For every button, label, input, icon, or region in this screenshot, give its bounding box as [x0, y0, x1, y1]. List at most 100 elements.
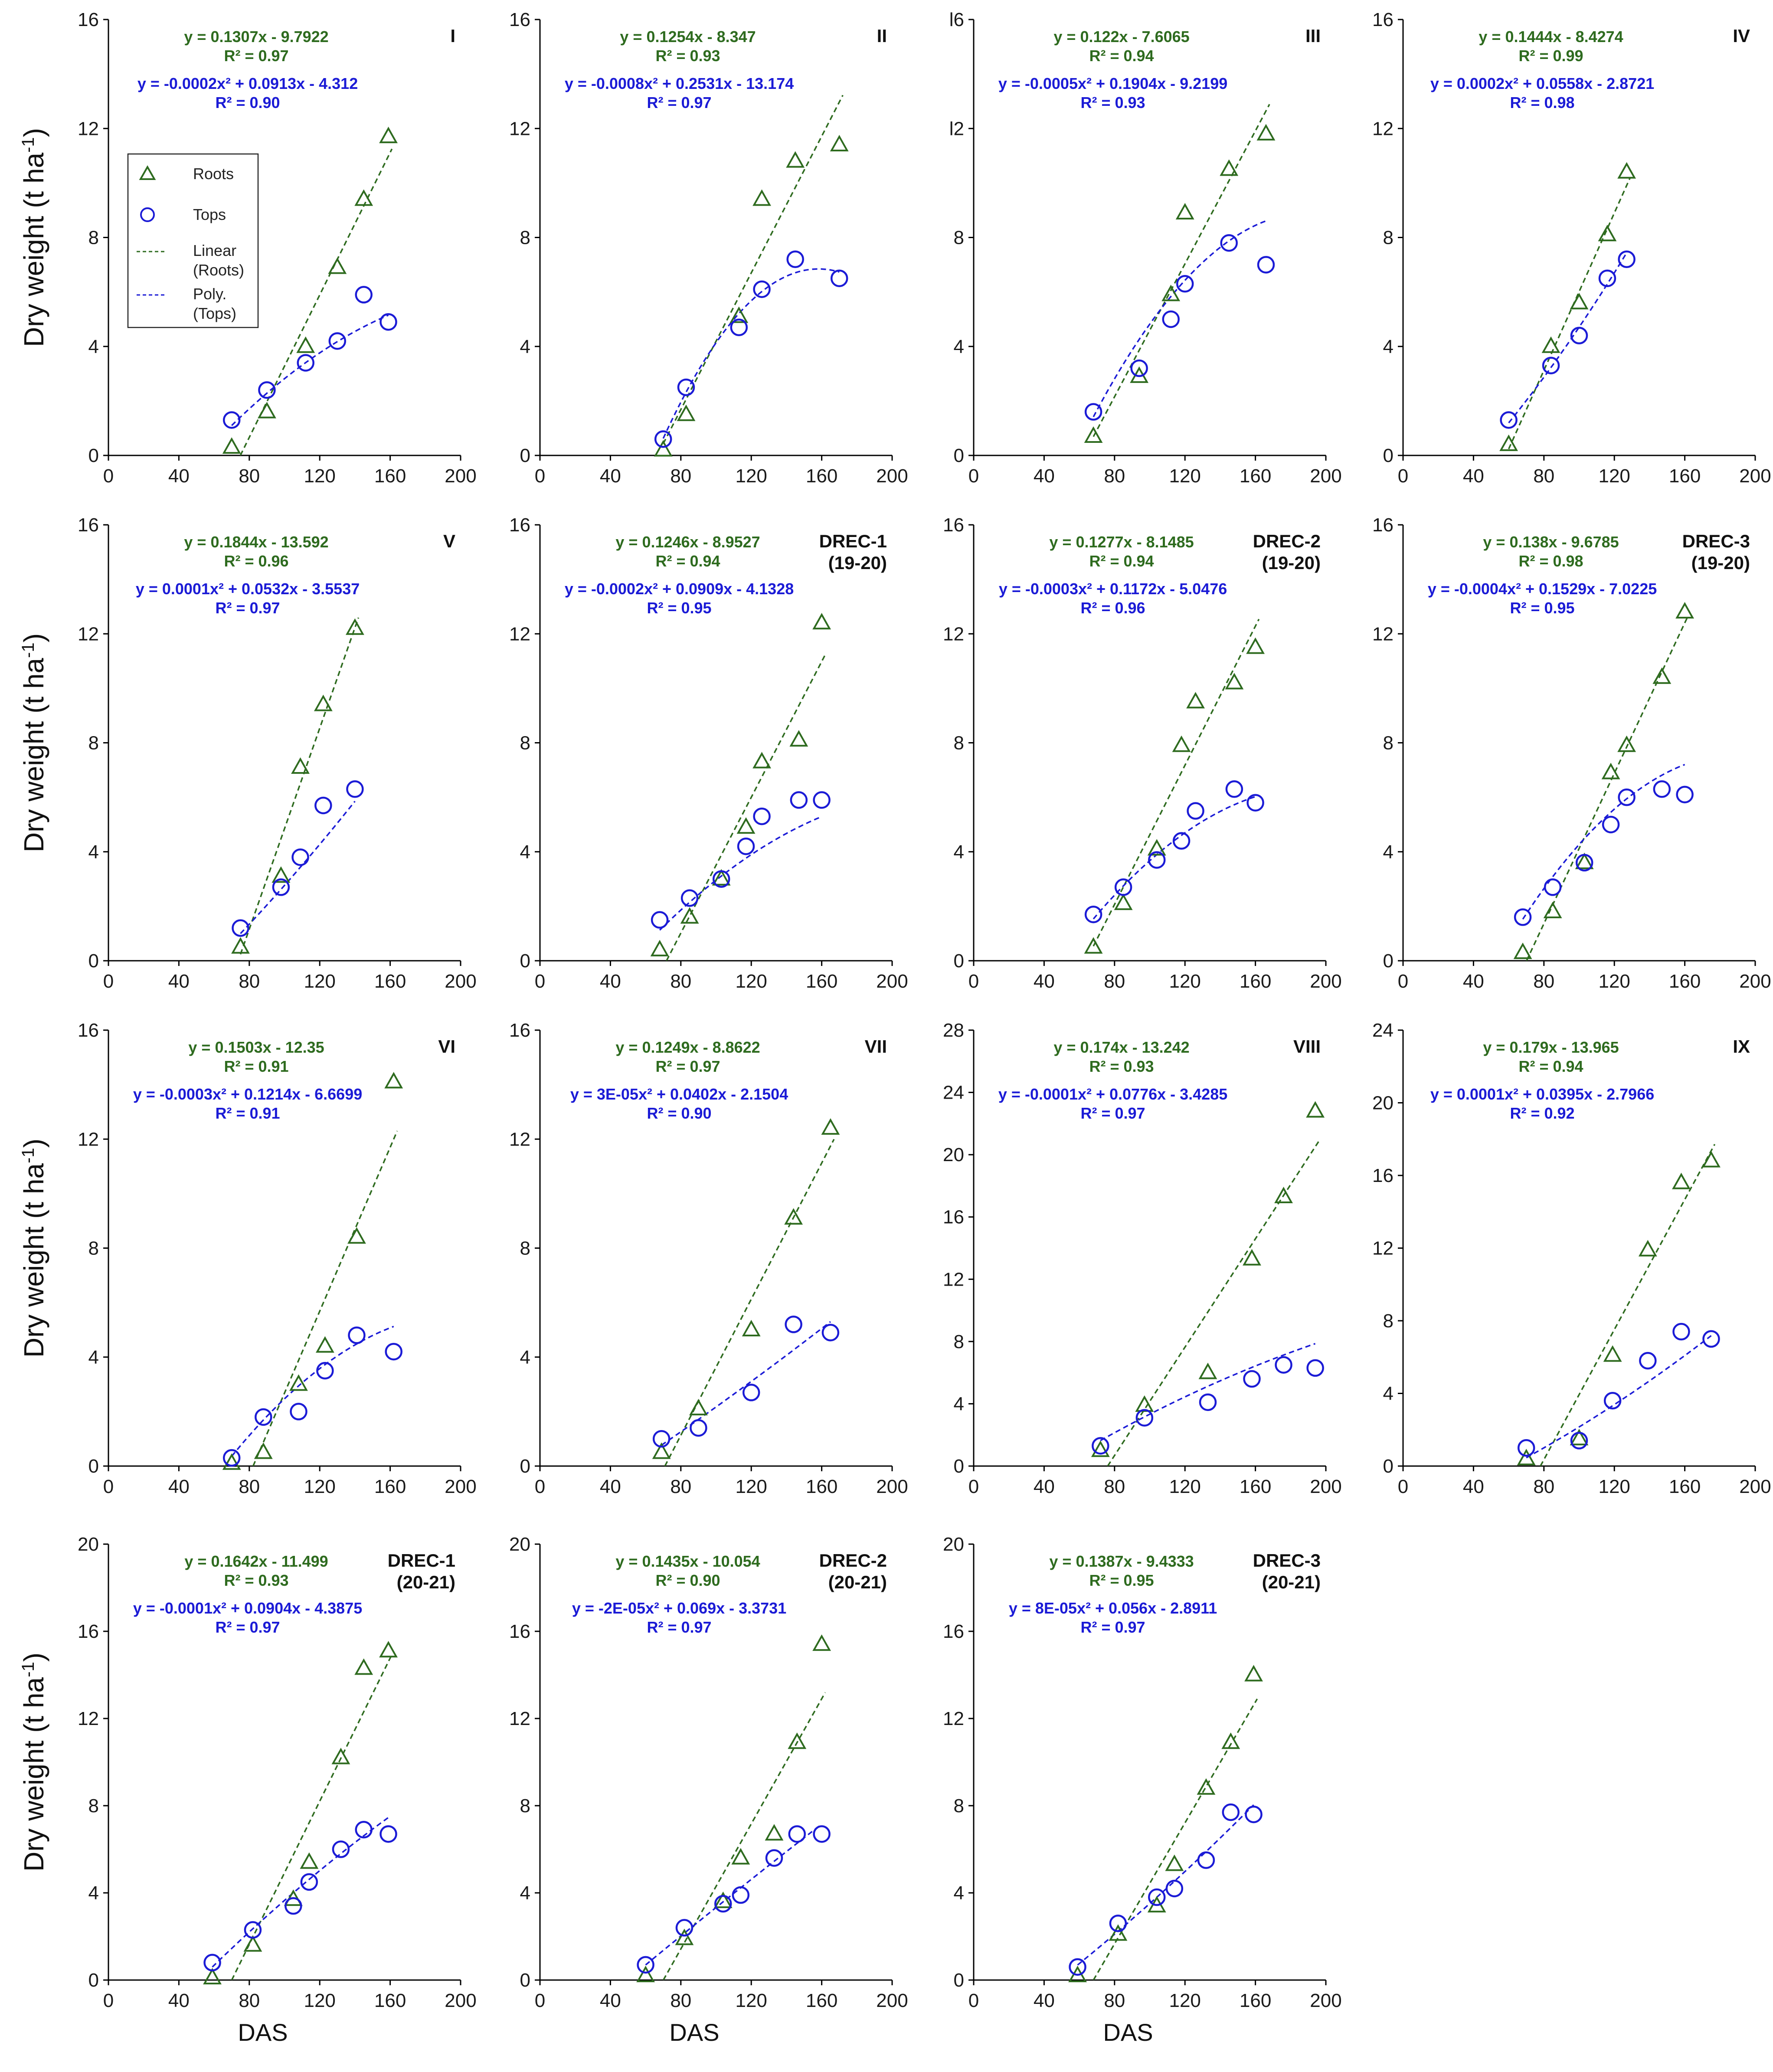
x-tick-label: 80: [239, 1476, 260, 1497]
y-tick-label: 4: [88, 336, 99, 357]
roots-point: [354, 1658, 373, 1675]
x-tick-label: 200: [445, 1476, 476, 1497]
roots-point: [752, 189, 771, 206]
tops-point: [258, 381, 276, 399]
roots-point: [1541, 336, 1560, 353]
roots-linear-trendline: [1526, 615, 1689, 961]
y-tick-label: 0: [88, 1970, 99, 1991]
x-axis-label: DAS: [1103, 2019, 1153, 2046]
x-tick-label: 40: [600, 1990, 621, 2011]
tops-point: [346, 780, 364, 798]
roots-point: [315, 1336, 334, 1353]
poly-equation: y = 8E-05x² + 0.056x - 2.8911: [1009, 1599, 1217, 1617]
x-tick-label: 80: [670, 1476, 691, 1497]
tops-point: [1500, 411, 1518, 429]
roots-linear-trendline: [1093, 619, 1260, 947]
linear-r2: R² = 0.90: [655, 1571, 720, 1589]
panel-label: DREC-3: [1682, 531, 1750, 551]
roots-point: [1675, 602, 1694, 619]
tops-point: [753, 807, 771, 825]
x-tick-label: 80: [670, 465, 691, 487]
y-tick-label: 12: [78, 1708, 99, 1729]
tops-point: [1222, 1803, 1240, 1821]
y-tick-label: 8: [1383, 733, 1394, 754]
roots-point: [1091, 1440, 1110, 1457]
roots-point: [1161, 285, 1181, 301]
x-tick-label: 120: [304, 1476, 335, 1497]
x-tick-label: 200: [445, 1990, 476, 2011]
tops-point: [1172, 832, 1191, 850]
tops-point: [379, 1825, 397, 1843]
tops-point: [1109, 1915, 1127, 1932]
tops-point: [821, 1323, 840, 1342]
x-tick-label: 40: [600, 971, 621, 992]
y-tick-label: 0: [520, 445, 530, 466]
poly-r2: R² = 0.90: [215, 94, 280, 111]
tops-point: [1602, 815, 1620, 834]
x-tick-label: 120: [735, 1476, 767, 1497]
x-tick-label: 40: [1034, 465, 1055, 487]
panel-12: 0 40 80 120 160 200 0 4 8 12 16 20 24 IX y = 0.179x - …: [1372, 1020, 1771, 1497]
y-tick-label: 4: [520, 336, 530, 357]
x-tick-label: 40: [1034, 1990, 1055, 2011]
tops-point: [765, 1849, 783, 1867]
x-tick-label: 200: [1310, 971, 1341, 992]
roots-point: [731, 1848, 750, 1865]
roots-point: [289, 1374, 308, 1391]
tops-point: [316, 1362, 334, 1380]
panel-label: IV: [1733, 26, 1750, 46]
y-tick-label: 12: [1372, 118, 1394, 139]
y-tick-label: 0: [954, 950, 964, 972]
y-tick-label: 8: [954, 1331, 964, 1352]
roots-point: [379, 127, 398, 144]
x-tick-label: 80: [1104, 1990, 1125, 2011]
panel-label: I: [450, 26, 455, 46]
roots-point: [331, 1748, 350, 1764]
y-tick-label: 4: [954, 336, 964, 357]
y-tick-label: 8: [88, 1238, 99, 1259]
y-tick-label: 20: [943, 1534, 964, 1555]
tops-point: [1542, 357, 1560, 374]
tops-point: [1257, 256, 1275, 274]
tops-point: [1220, 234, 1238, 252]
legend: Roots Tops Linear (Roots) Poly.(Tops): [127, 153, 259, 328]
x-tick-label: 200: [1310, 465, 1341, 487]
y-tick-label: 12: [943, 623, 964, 645]
tops-point: [1653, 780, 1671, 798]
tops-point: [1245, 1805, 1263, 1823]
x-tick-label: 80: [239, 465, 260, 487]
poly-equation: y = -2E-05x² + 0.069x - 3.3731: [572, 1599, 786, 1617]
panel-13: 0 40 80 120 160 200 0 4 8 12 16 20 DREC-1(20-21) y = …: [18, 1534, 477, 2046]
roots-point: [1225, 673, 1244, 690]
x-tick-label: 0: [1398, 465, 1408, 487]
tops-point: [1275, 1356, 1292, 1374]
y-tick-label: 12: [509, 1708, 530, 1729]
y-tick-label: 4: [1383, 336, 1394, 357]
x-tick-label: 40: [1034, 1476, 1055, 1497]
y-tick-label: 4: [954, 1882, 964, 1904]
linear-equation: y = 0.1249x - 8.8622: [615, 1038, 760, 1056]
x-tick-label: 0: [968, 971, 979, 992]
y-tick-label: 20: [509, 1534, 530, 1555]
linear-r2: R² = 0.91: [224, 1057, 288, 1075]
tops-poly-trendline: [1093, 795, 1256, 920]
y-tick-label: 16: [509, 9, 530, 30]
tops-point: [1639, 1352, 1657, 1370]
x-tick-label: 200: [1310, 1990, 1341, 2011]
y-tick-label: 0: [520, 950, 530, 972]
linear-equation: y = 0.1435x - 10.054: [615, 1552, 760, 1570]
linear-r2: R² = 0.93: [1089, 1057, 1154, 1075]
y-axis-label-text: Dry weight (t ha: [18, 1677, 49, 1872]
legend-poly-label: Poly.: [193, 285, 226, 303]
linear-equation: y = 0.1387x - 9.4333: [1049, 1552, 1194, 1570]
roots-point: [347, 1227, 366, 1244]
y-tick-label: 12: [509, 1129, 530, 1150]
tops-point: [314, 796, 332, 815]
tops-point: [786, 250, 804, 268]
x-tick-label: 120: [1169, 971, 1201, 992]
panel-11: 0 40 80 120 160 200 0 4 8 12 16 20 24 28 VIII y = 0.174…: [943, 1020, 1342, 1497]
tops-point: [1197, 1851, 1215, 1869]
x-tick-label: 160: [374, 1476, 406, 1497]
tops-point: [1672, 1322, 1690, 1341]
roots-point: [379, 1641, 398, 1658]
